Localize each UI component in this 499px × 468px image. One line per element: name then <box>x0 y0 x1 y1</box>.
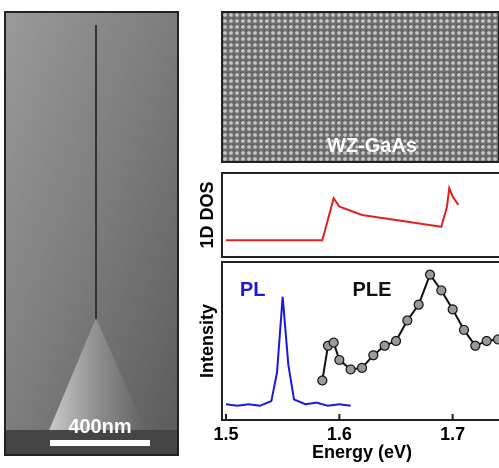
line <box>322 275 498 381</box>
point <box>448 305 457 314</box>
y-axis-label: 1D DOS <box>197 181 217 248</box>
x-tick-label: 1.5 <box>213 424 238 444</box>
series-label: PL <box>240 279 266 301</box>
point <box>403 316 412 325</box>
point <box>460 325 469 334</box>
line <box>226 297 351 406</box>
tem-image: WZ-GaAs <box>222 12 499 162</box>
point <box>346 365 355 374</box>
point <box>358 363 367 372</box>
figure: 400nm WZ-GaAs 1D DOS Intensity PL PLE 1.5 1.6… <box>0 0 499 463</box>
sem-image: 400nm <box>5 12 178 455</box>
point <box>471 341 480 350</box>
x-axis-label: Energy (eV) <box>312 442 412 462</box>
line <box>226 188 458 240</box>
series-label: PLE <box>353 279 392 301</box>
scale-bar-label: 400nm <box>68 416 131 438</box>
point <box>392 337 401 346</box>
point <box>329 338 338 347</box>
point <box>437 286 446 295</box>
point <box>494 335 499 344</box>
point <box>426 270 435 279</box>
point <box>414 300 423 309</box>
tem-label: WZ-GaAs <box>327 135 417 157</box>
plots: 1D DOS Intensity PL PLE 1.5 1.6 1.7 Energy (eV) <box>197 173 499 462</box>
x-tick-label: 1.7 <box>440 424 465 444</box>
x-tick-label: 1.6 <box>327 424 352 444</box>
point <box>482 337 491 346</box>
y-axis-label: Intensity <box>197 304 217 378</box>
point <box>380 341 389 350</box>
point <box>335 355 344 364</box>
point <box>369 351 378 360</box>
point <box>318 376 327 385</box>
